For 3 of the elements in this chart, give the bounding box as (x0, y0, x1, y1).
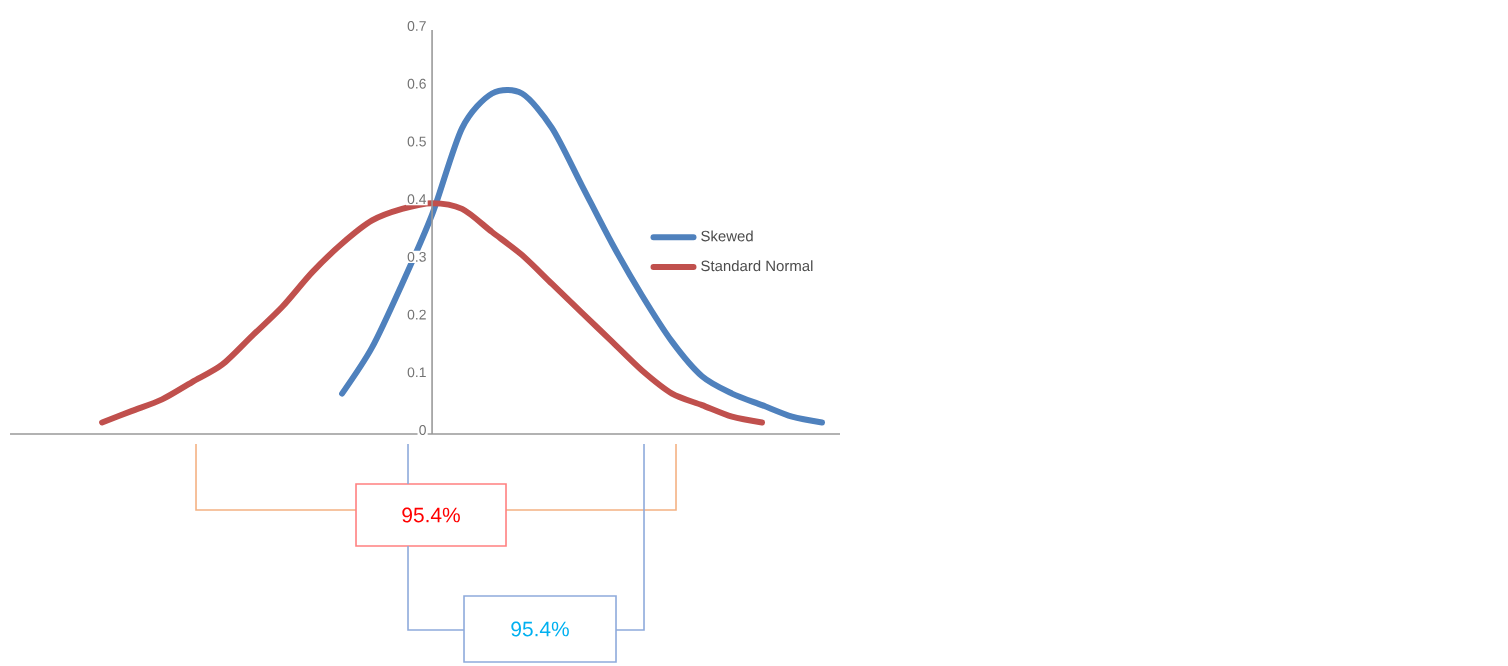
text: 95.4% (402, 507, 460, 523)
text: 95.4% (511, 621, 569, 637)
line-series (99, 200, 766, 426)
